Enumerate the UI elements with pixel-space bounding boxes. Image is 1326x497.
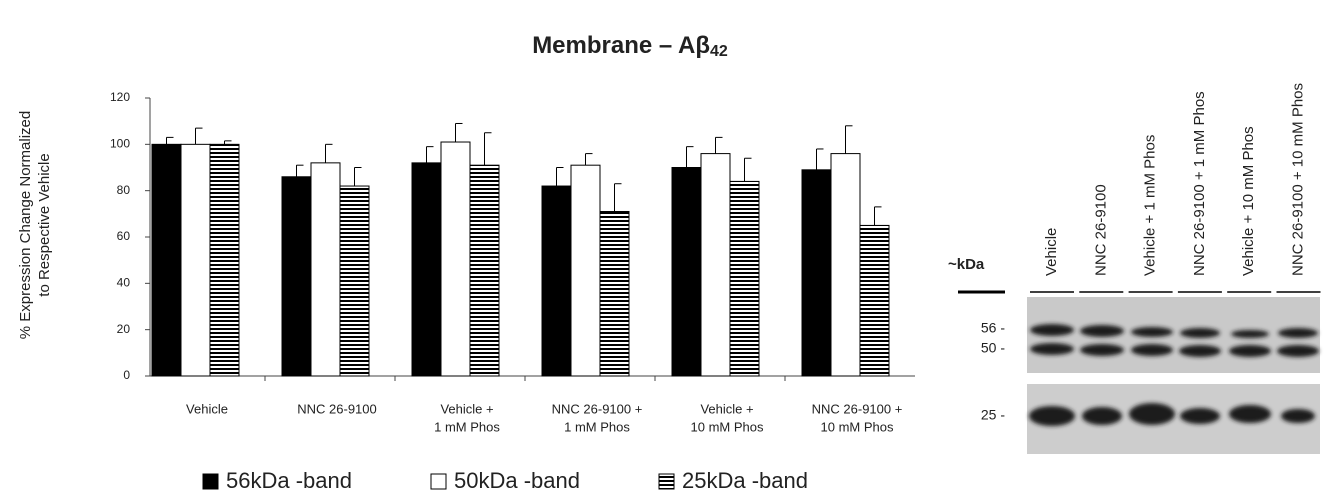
figure: Membrane – Aβ42 % Expression Change Norma…: [0, 0, 1326, 497]
bar: [802, 170, 831, 376]
x-tick-label: NNC 26-9100 +: [552, 401, 643, 416]
lane-label: Vehicle + 1 mM Phos: [1142, 135, 1159, 276]
bar: [441, 142, 470, 376]
chart-title: Membrane – Aβ42: [532, 32, 728, 60]
y-tick-label: 0: [123, 368, 130, 382]
x-tick-label: 1 mM Phos: [434, 419, 500, 434]
marker-label: 56 -: [981, 320, 1005, 336]
x-tick-label: 10 mM Phos: [691, 419, 764, 434]
bar: [181, 144, 210, 376]
marker-label: 50 -: [981, 340, 1005, 356]
bar: [600, 212, 629, 376]
y-tick-label: 120: [110, 90, 130, 104]
blot-panel: [1027, 297, 1320, 373]
lane-label: NNC 26-9100 + 1 mM Phos: [1191, 91, 1208, 276]
x-tick-label: Vehicle +: [440, 401, 493, 416]
bar: [282, 177, 311, 376]
y-tick-label: 100: [110, 137, 130, 151]
bar: [860, 225, 889, 376]
title-subscript: 42: [710, 43, 728, 60]
marker-label: 25 -: [981, 407, 1005, 423]
lane-label: NNC 26-9100 + 10 mM Phos: [1289, 83, 1306, 276]
y-tick-label: 60: [117, 229, 131, 243]
legend-swatch: [431, 474, 446, 489]
bar: [152, 144, 181, 376]
legend-swatch: [203, 474, 218, 489]
bar-chart: Membrane – Aβ42 % Expression Change Norma…: [17, 32, 915, 492]
x-tick-label: 10 mM Phos: [821, 419, 894, 434]
y-tick-label: 40: [117, 276, 131, 290]
y-axis-label: % Expression Change Normalized: [17, 111, 34, 339]
lane-label: NNC 26-9100: [1092, 184, 1109, 276]
legend-label: 50kDa -band: [454, 468, 580, 493]
x-tick-label: Vehicle +: [700, 401, 753, 416]
bar: [701, 154, 730, 376]
bar: [340, 186, 369, 376]
title-main: Membrane – Aβ: [532, 32, 710, 59]
kda-label: ~kDa: [948, 256, 985, 273]
y-tick-label: 20: [117, 322, 131, 336]
lane-label: Vehicle: [1043, 228, 1060, 276]
bar: [470, 165, 499, 376]
x-tick-label: NNC 26-9100 +: [812, 401, 903, 416]
bar: [311, 163, 340, 376]
lane-label: Vehicle + 10 mM Phos: [1240, 126, 1257, 276]
bar: [571, 165, 600, 376]
bar: [210, 144, 239, 376]
x-tick-label: NNC 26-9100: [297, 401, 377, 416]
legend-label: 56kDa -band: [226, 468, 352, 493]
bar: [831, 154, 860, 376]
bar: [730, 181, 759, 376]
y-tick-label: 80: [117, 183, 131, 197]
x-tick-label: 1 mM Phos: [564, 419, 630, 434]
bar: [542, 186, 571, 376]
legend-label: 25kDa -band: [682, 468, 808, 493]
bar: [412, 163, 441, 376]
legend-swatch: [659, 474, 674, 489]
western-blot: ~kDa Vehicle NNC 26-9100 Vehicle + 1 mM Ph…: [948, 83, 1321, 454]
bar: [672, 168, 701, 377]
y-axis-label: to Respective Vehicle: [36, 153, 53, 296]
x-tick-label: Vehicle: [186, 401, 228, 416]
